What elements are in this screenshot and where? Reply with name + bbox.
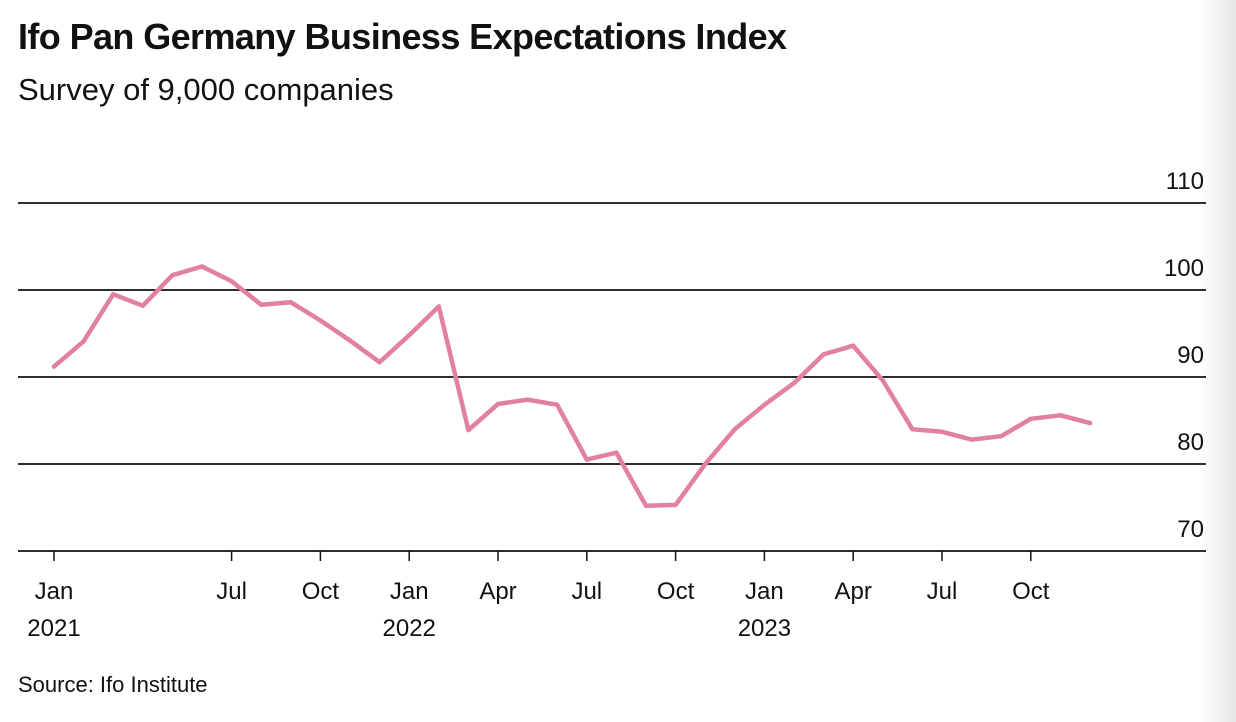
data-point bbox=[999, 434, 1004, 439]
data-point bbox=[762, 402, 767, 407]
chart-title: Ifo Pan Germany Business Expectations In… bbox=[18, 16, 787, 57]
data-point bbox=[259, 302, 264, 307]
data-point bbox=[495, 401, 501, 407]
y-tick-label: 70 bbox=[1177, 516, 1204, 543]
data-point bbox=[347, 338, 353, 343]
x-tick-label: Jan bbox=[35, 578, 74, 605]
data-point bbox=[555, 402, 560, 407]
page-edge-shadow bbox=[1200, 0, 1236, 722]
series-line bbox=[51, 264, 1093, 509]
data-point bbox=[643, 503, 649, 508]
data-point bbox=[673, 502, 678, 508]
y-tick-label: 100 bbox=[1164, 255, 1204, 282]
data-point bbox=[791, 380, 797, 386]
x-tick-label: Apr bbox=[835, 578, 872, 605]
x-tick-label: Oct bbox=[302, 578, 340, 605]
y-axis-tick-labels: 110 100 90 80 70 bbox=[1164, 168, 1204, 543]
data-point bbox=[910, 427, 915, 432]
source-note: Source: Ifo Institute bbox=[18, 672, 208, 697]
x-tick-label: Jan bbox=[745, 578, 784, 605]
data-point bbox=[525, 397, 530, 402]
data-point bbox=[288, 300, 293, 305]
data-point bbox=[1028, 416, 1034, 421]
x-tick-label: Oct bbox=[1012, 578, 1050, 605]
data-point bbox=[407, 333, 412, 338]
x-tick-label: Jul bbox=[571, 578, 602, 605]
data-point bbox=[51, 364, 57, 369]
data-point bbox=[318, 318, 323, 323]
chart-subtitle: Survey of 9,000 companies bbox=[18, 72, 394, 107]
grid-lines bbox=[18, 202, 1206, 552]
data-point bbox=[1058, 413, 1063, 418]
data-point bbox=[969, 437, 974, 442]
x-tick-label: Oct bbox=[657, 578, 695, 605]
data-point bbox=[111, 292, 116, 297]
x-tick-label: Jul bbox=[216, 578, 247, 605]
x-tick-year-label: 2021 bbox=[27, 615, 80, 642]
x-tick-year-label: 2022 bbox=[383, 615, 436, 642]
x-tick-label: Apr bbox=[479, 578, 516, 605]
data-point bbox=[939, 429, 945, 434]
y-tick-label: 110 bbox=[1166, 168, 1204, 195]
data-point bbox=[851, 343, 856, 348]
data-point bbox=[170, 273, 175, 278]
data-point bbox=[377, 360, 382, 365]
data-point bbox=[880, 378, 885, 383]
data-point bbox=[199, 264, 205, 269]
data-point bbox=[229, 279, 234, 284]
y-tick-label: 80 bbox=[1177, 429, 1204, 456]
x-axis: Jan 2021 Jul Oct Jan 2022 Apr Jul Oct Jan 2023 Apr J… bbox=[27, 551, 1050, 642]
data-point bbox=[140, 303, 145, 308]
data-point bbox=[466, 427, 471, 433]
y-tick-label: 90 bbox=[1177, 342, 1204, 369]
x-tick-label: Jan bbox=[390, 578, 429, 605]
x-tick-year-label: 2023 bbox=[738, 615, 791, 642]
data-point bbox=[584, 457, 589, 462]
data-point bbox=[821, 352, 826, 357]
data-point bbox=[614, 450, 619, 455]
data-point bbox=[1087, 420, 1093, 426]
series-layer bbox=[51, 264, 1093, 509]
data-point bbox=[732, 427, 737, 432]
data-point bbox=[703, 461, 708, 467]
data-point bbox=[436, 304, 441, 309]
x-tick-label: Jul bbox=[927, 578, 958, 605]
data-point bbox=[81, 339, 86, 344]
